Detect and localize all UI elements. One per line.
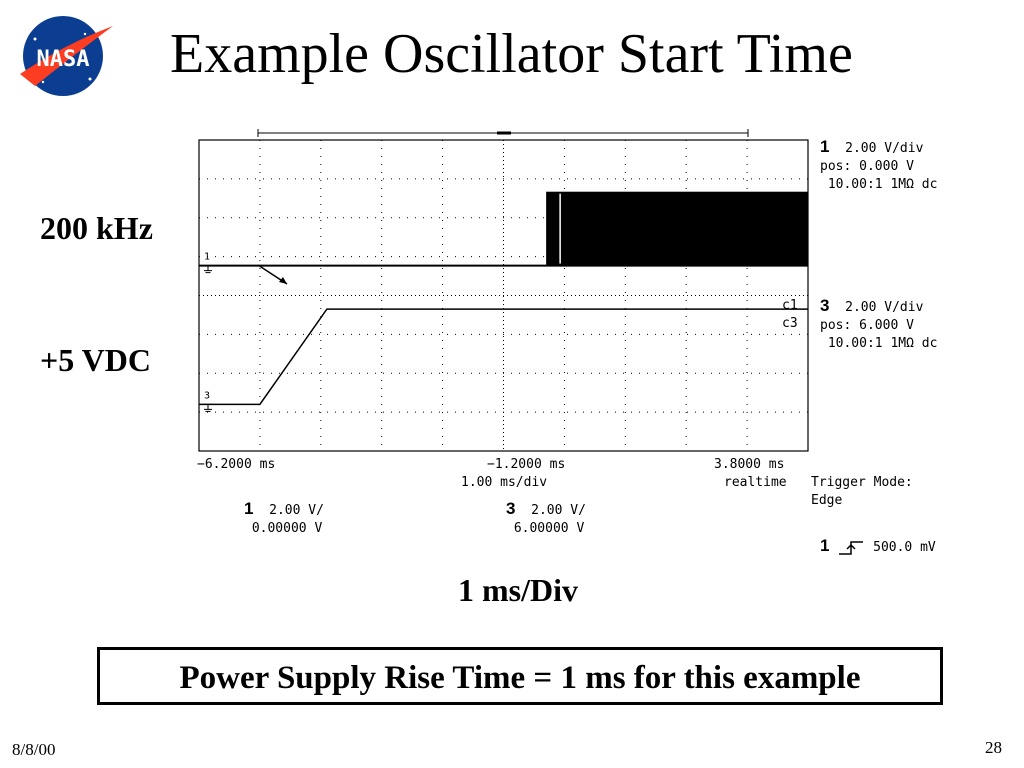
ch3-ground-icon — [203, 403, 213, 412]
ch3-trace — [199, 308, 808, 406]
div-label: 1 ms/Div — [458, 572, 578, 608]
meas-ch1: 1 2.00 V/ 0.00000 V — [244, 499, 324, 537]
time-right: 3.8000 ms — [714, 457, 785, 472]
ch3-marker-label: 3 — [204, 390, 210, 401]
ch1-trace-oscillation — [546, 191, 808, 266]
nasa-logo: NASA — [20, 16, 113, 96]
rise-time-note: Power Supply Rise Time = 1 ms for this e… — [97, 647, 943, 705]
c1-label: c1 — [782, 298, 798, 313]
freq-label: 200 kHz — [40, 210, 153, 246]
grid — [198, 129, 809, 452]
page-number: 28 — [985, 738, 1002, 757]
trigger-level: 1 500.0 mV — [820, 536, 936, 556]
rising-edge-icon — [839, 540, 864, 555]
timebase: 1.00 ms/div — [461, 475, 548, 490]
meas-ch3: 3 2.00 V/ 6.00000 V — [506, 499, 586, 537]
waveforms: 13 — [199, 191, 808, 412]
ch1-info: 1 2.00 V/div pos: 0.000 V 10.00:1 1MΩ dc — [820, 137, 938, 193]
nasa-logo-text: NASA — [37, 47, 90, 72]
ch1-marker-label: 1 — [204, 252, 210, 263]
slide-title: Example Oscillator Start Time — [170, 23, 853, 85]
ch1-ground-icon — [203, 265, 213, 274]
pointer-arrow-head — [279, 277, 287, 284]
acq-mode: realtime — [724, 475, 787, 490]
vdc-label: +5 VDC — [40, 342, 151, 378]
time-center: −1.2000 ms — [487, 457, 566, 472]
trigger-mode: Trigger Mode: Edge — [811, 475, 913, 508]
slide-date: 8/8/00 — [12, 740, 56, 759]
c3-label: c3 — [782, 316, 798, 331]
ch3-info: 3 2.00 V/div pos: 6.000 V 10.00:1 1MΩ dc — [820, 296, 938, 352]
time-left: −6.2000 ms — [197, 457, 276, 472]
